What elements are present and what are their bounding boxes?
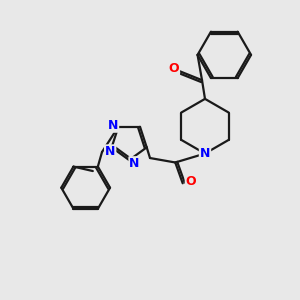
- Text: N: N: [105, 145, 116, 158]
- Text: N: N: [108, 119, 118, 132]
- Text: O: O: [186, 175, 196, 188]
- Text: N: N: [200, 147, 210, 160]
- Text: N: N: [129, 157, 140, 170]
- Text: O: O: [169, 62, 179, 75]
